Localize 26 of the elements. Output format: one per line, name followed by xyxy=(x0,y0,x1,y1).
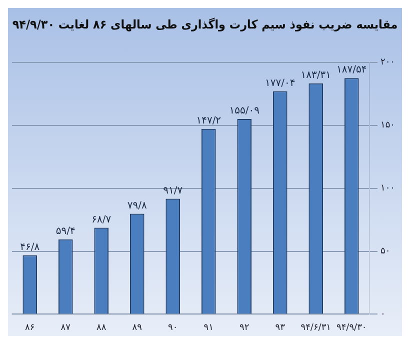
data-label: ۵۹/۴ xyxy=(56,226,76,238)
y-tick-label: ۱۰۰ xyxy=(380,184,396,194)
data-label: ۷۹/۸ xyxy=(127,200,148,212)
y-tick-label: ۰ xyxy=(380,310,386,320)
x-tick-label: ۹۳ xyxy=(275,322,286,333)
y-tick-label: ۲۰۰ xyxy=(380,58,396,68)
data-label: ۴۶/۸ xyxy=(20,242,40,253)
x-tick-label: ۸۹ xyxy=(132,322,142,333)
chart-title: مقایسه ضریب نفوذ سیم کارت واگذاری طی سالهای ۸۶ لغایت ۹۴/۹/۳۰ xyxy=(12,16,398,32)
x-tick-label: ۹۴/۶/۳۱ xyxy=(300,322,331,333)
data-label: ۹۱/۷ xyxy=(163,185,184,196)
data-label: ۶۸/۷ xyxy=(92,214,112,226)
data-label: ۱۴۷/۲ xyxy=(196,115,222,126)
data-label: ۱۸۳/۳۱ xyxy=(300,70,331,82)
x-tick-label: ۹۰ xyxy=(168,322,178,333)
x-tick-label: ۸۸ xyxy=(96,322,106,333)
x-tick-label: ۹۴/۹/۳۰ xyxy=(336,322,367,333)
data-label: ۱۸۷/۵۴ xyxy=(336,64,367,76)
data-label: ۱۷۷/۰۴ xyxy=(265,78,296,89)
x-tick-label: ۸۷ xyxy=(60,322,71,333)
y-tick-label: ۱۵۰ xyxy=(380,120,396,131)
x-tick-label: ۹۱ xyxy=(204,322,214,333)
x-tick-label: ۸۶ xyxy=(25,322,35,333)
x-tick-label: ۹۲ xyxy=(240,322,250,333)
data-label: ۱۵۵/۰۹ xyxy=(229,106,260,117)
y-tick-label: ۵۰ xyxy=(380,246,390,257)
